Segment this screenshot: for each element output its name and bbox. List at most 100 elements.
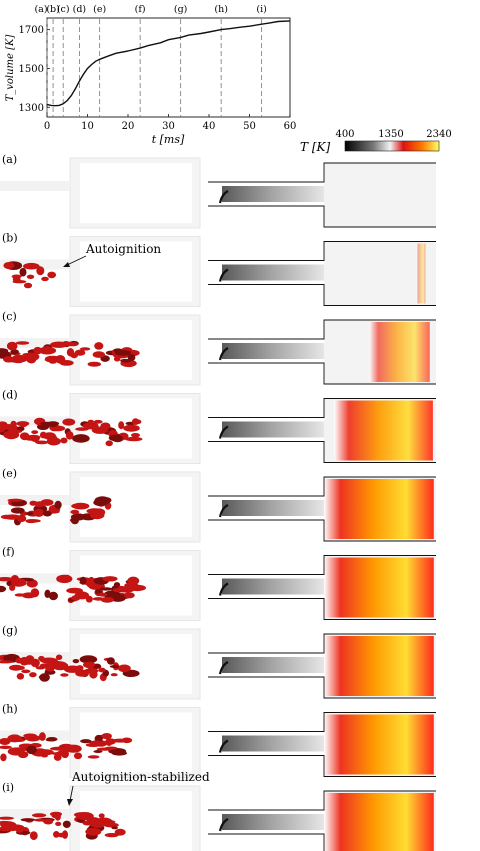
x-tick-label: 0 (44, 121, 50, 132)
combustor-wall-bottom (208, 676, 436, 699)
isosurface-blob (31, 813, 47, 818)
y-tick-label: 1500 (19, 64, 44, 75)
isosurface-blob (80, 739, 92, 744)
isosurface-blob (3, 262, 15, 269)
isosurface-blob (20, 818, 36, 822)
isosurface-blob (23, 262, 40, 270)
inlet-pipe-3d (0, 181, 70, 191)
x-axis-ticks: 0 10 20 30 40 50 60 (44, 114, 296, 132)
isosurface-blob (89, 510, 105, 520)
isosurface-blob (0, 826, 16, 832)
snapshot-label: (c) (2, 310, 17, 323)
combustor-wall-top (208, 555, 436, 575)
injector-nozzle (218, 661, 229, 675)
isosurface-blob (11, 578, 27, 587)
combustor-wall-top (208, 633, 436, 654)
isosurface-blob (0, 753, 7, 762)
injector-nozzle (218, 190, 229, 204)
isosurface-blob (0, 514, 13, 520)
isosurface-blob (99, 587, 113, 591)
chamber-interior-3d (80, 241, 192, 302)
isosurface-blob (3, 430, 20, 440)
isosurface-blob (40, 657, 58, 664)
isosurface-blob (79, 655, 98, 664)
time-marker-label: (h) (214, 4, 228, 15)
isosurface-blob (36, 266, 45, 276)
isosurface-blob (16, 421, 30, 427)
isosurface-blob (132, 418, 140, 425)
time-marker-label: (f) (135, 4, 146, 15)
flame-region (416, 243, 426, 304)
isosurface-blob (0, 821, 16, 829)
isosurface-blob (21, 592, 36, 599)
colorbar-tick-label: 400 (335, 129, 354, 140)
isosurface-blob (48, 358, 58, 364)
injector-nozzle (218, 347, 229, 361)
isosurface-blob (89, 669, 98, 679)
isosurface-blob (7, 498, 23, 502)
snapshot-row: (g) (0, 624, 436, 700)
combustor-wall-bottom (208, 598, 436, 620)
combustor-wall-top (208, 162, 436, 183)
time-marker-label: (d) (73, 4, 87, 15)
isosurface-blob (94, 342, 104, 350)
fuel-jet (222, 421, 324, 438)
isosurface-blob (104, 820, 116, 824)
fuel-jet (222, 578, 324, 595)
snapshot-row: (i) (0, 781, 436, 851)
fuel-jet (222, 264, 324, 281)
inlet-pipe-3d (0, 573, 70, 584)
chamber-interior-3d (80, 477, 192, 537)
isosurface-blob (120, 358, 132, 363)
isosurface-blob (31, 430, 39, 434)
isosurface-blob (71, 595, 81, 601)
isosurface-blob (71, 503, 89, 509)
injector-nozzle (218, 504, 229, 518)
fuel-jet (222, 343, 324, 359)
isosurface-blob (66, 342, 78, 347)
snapshot-label: (h) (2, 703, 18, 716)
isosurface-blob (79, 347, 91, 351)
temperature-colorbar: T [K] 400 1350 2340 (300, 129, 452, 154)
injector-nozzle (218, 818, 229, 832)
flame-region (369, 322, 430, 382)
isosurface-blob (17, 426, 25, 432)
isosurface-blob (11, 274, 22, 279)
isosurface-blob (53, 831, 60, 838)
isosurface-blob (45, 665, 55, 672)
isosurface-blob (111, 826, 118, 830)
isosurface-blob (83, 661, 96, 668)
flame-region (324, 793, 434, 851)
isosurface-blob (49, 746, 68, 751)
inlet-pipe-3d (0, 495, 70, 505)
isosurface-blob (109, 665, 121, 668)
snapshot-label: (a) (2, 153, 17, 166)
isosurface-blob (26, 745, 37, 755)
snapshot-label: (i) (2, 781, 14, 794)
isosurface-blob (85, 827, 102, 836)
isosurface-blob (93, 750, 103, 753)
isosurface-blob (86, 817, 101, 826)
isosurface-blob (39, 673, 50, 682)
isosurface-blob (15, 828, 24, 833)
injector-nozzle (218, 739, 229, 753)
isosurface-blob (30, 658, 40, 668)
autoignition-arrowhead (63, 262, 70, 267)
isosurface-blob (15, 341, 30, 345)
isosurface-blob (70, 509, 80, 515)
isosurface-blob (10, 420, 17, 429)
time-marker-label: (e) (93, 4, 106, 15)
flame-region (334, 400, 433, 461)
chamber-interior-3d (80, 320, 192, 380)
combustor-wall-bottom (208, 205, 436, 228)
fuel-jet (222, 186, 324, 202)
inlet-pipe-3d (0, 652, 70, 662)
isosurface-blob (127, 354, 136, 361)
isosurface-blob (98, 667, 106, 673)
isosurface-blob (43, 818, 54, 825)
isosurface-blob (26, 434, 41, 441)
x-axis-label: t [ms] (152, 133, 185, 146)
isosurface-blob (16, 673, 25, 680)
combustor-chamber (324, 163, 436, 227)
snapshot-row: (a) (0, 153, 436, 229)
